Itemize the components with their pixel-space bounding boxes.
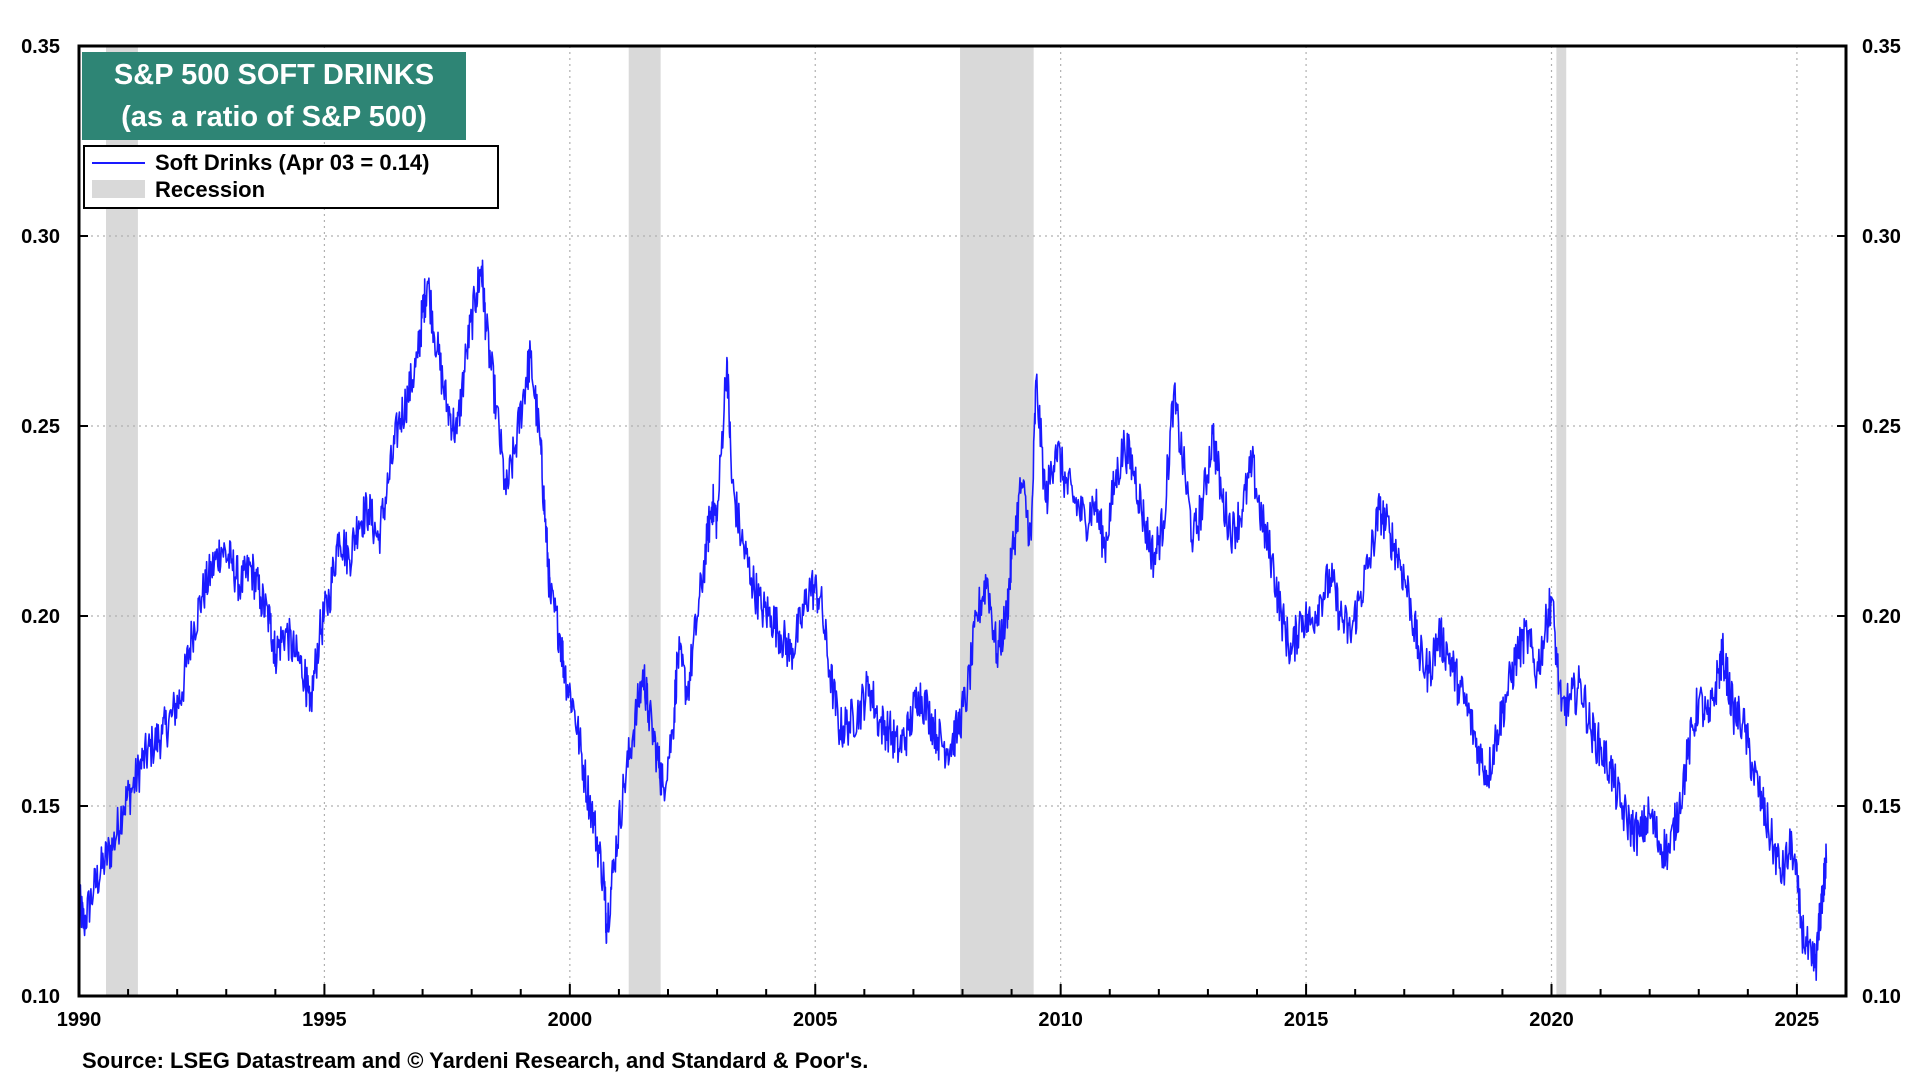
x-tick-label-1995: 1995 [302,1009,347,1031]
recession-band-3 [1556,46,1567,996]
y-tick-label-right-0.35: 0.35 [1862,36,1901,58]
axes: 0.10 0.10 0.15 0.15 0.20 0.20 0.25 0.25 0.30 0.30… [21,36,1901,1031]
x-tick-label-2015: 2015 [1284,1009,1329,1031]
title-background [82,52,466,140]
y-tick-label-left-0.10: 0.10 [21,986,60,1008]
title-box: S&P 500 SOFT DRINKS (as a ratio of S&P 5… [82,52,466,140]
y-tick-label-right-0.30: 0.30 [1862,226,1901,248]
recession-band-1 [628,46,661,996]
source-note: Source: LSEG Datastream and © Yardeni Re… [82,1048,868,1073]
series-lines [78,259,1828,981]
x-tick-label-2010: 2010 [1038,1009,1083,1031]
x-tick-label-1990: 1990 [57,1009,102,1031]
x-tick-label-2000: 2000 [548,1009,593,1031]
y-tick-label-left-0.15: 0.15 [21,796,60,818]
legend-frame [83,145,499,209]
x-tick-label-2005: 2005 [793,1009,838,1031]
legend: Soft Drinks (Apr 03 = 0.14) Recession [83,145,499,209]
recession-band-2 [960,46,1034,996]
series-line-soft-drinks [78,259,1828,981]
legend-swatch-recession [92,180,145,198]
title-line-1: S&P 500 SOFT DRINKS [114,59,434,91]
gridlines [79,46,1846,996]
y-tick-label-right-0.25: 0.25 [1862,416,1901,438]
y-tick-label-left-0.25: 0.25 [21,416,60,438]
y-tick-label-right-0.10: 0.10 [1862,986,1901,1008]
y-tick-label-left-0.20: 0.20 [21,606,60,628]
legend-label-recession: Recession [155,177,265,202]
y-tick-label-right-0.15: 0.15 [1862,796,1901,818]
title-line-2: (as a ratio of S&P 500) [121,101,427,133]
y-tick-label-right-0.20: 0.20 [1862,606,1901,628]
y-tick-label-left-0.35: 0.35 [21,36,60,58]
x-tick-label-2020: 2020 [1529,1009,1574,1031]
x-tick-label-2025: 2025 [1775,1009,1820,1031]
y-tick-label-left-0.30: 0.30 [21,226,60,248]
legend-label-soft-drinks: Soft Drinks (Apr 03 = 0.14) [155,150,429,175]
